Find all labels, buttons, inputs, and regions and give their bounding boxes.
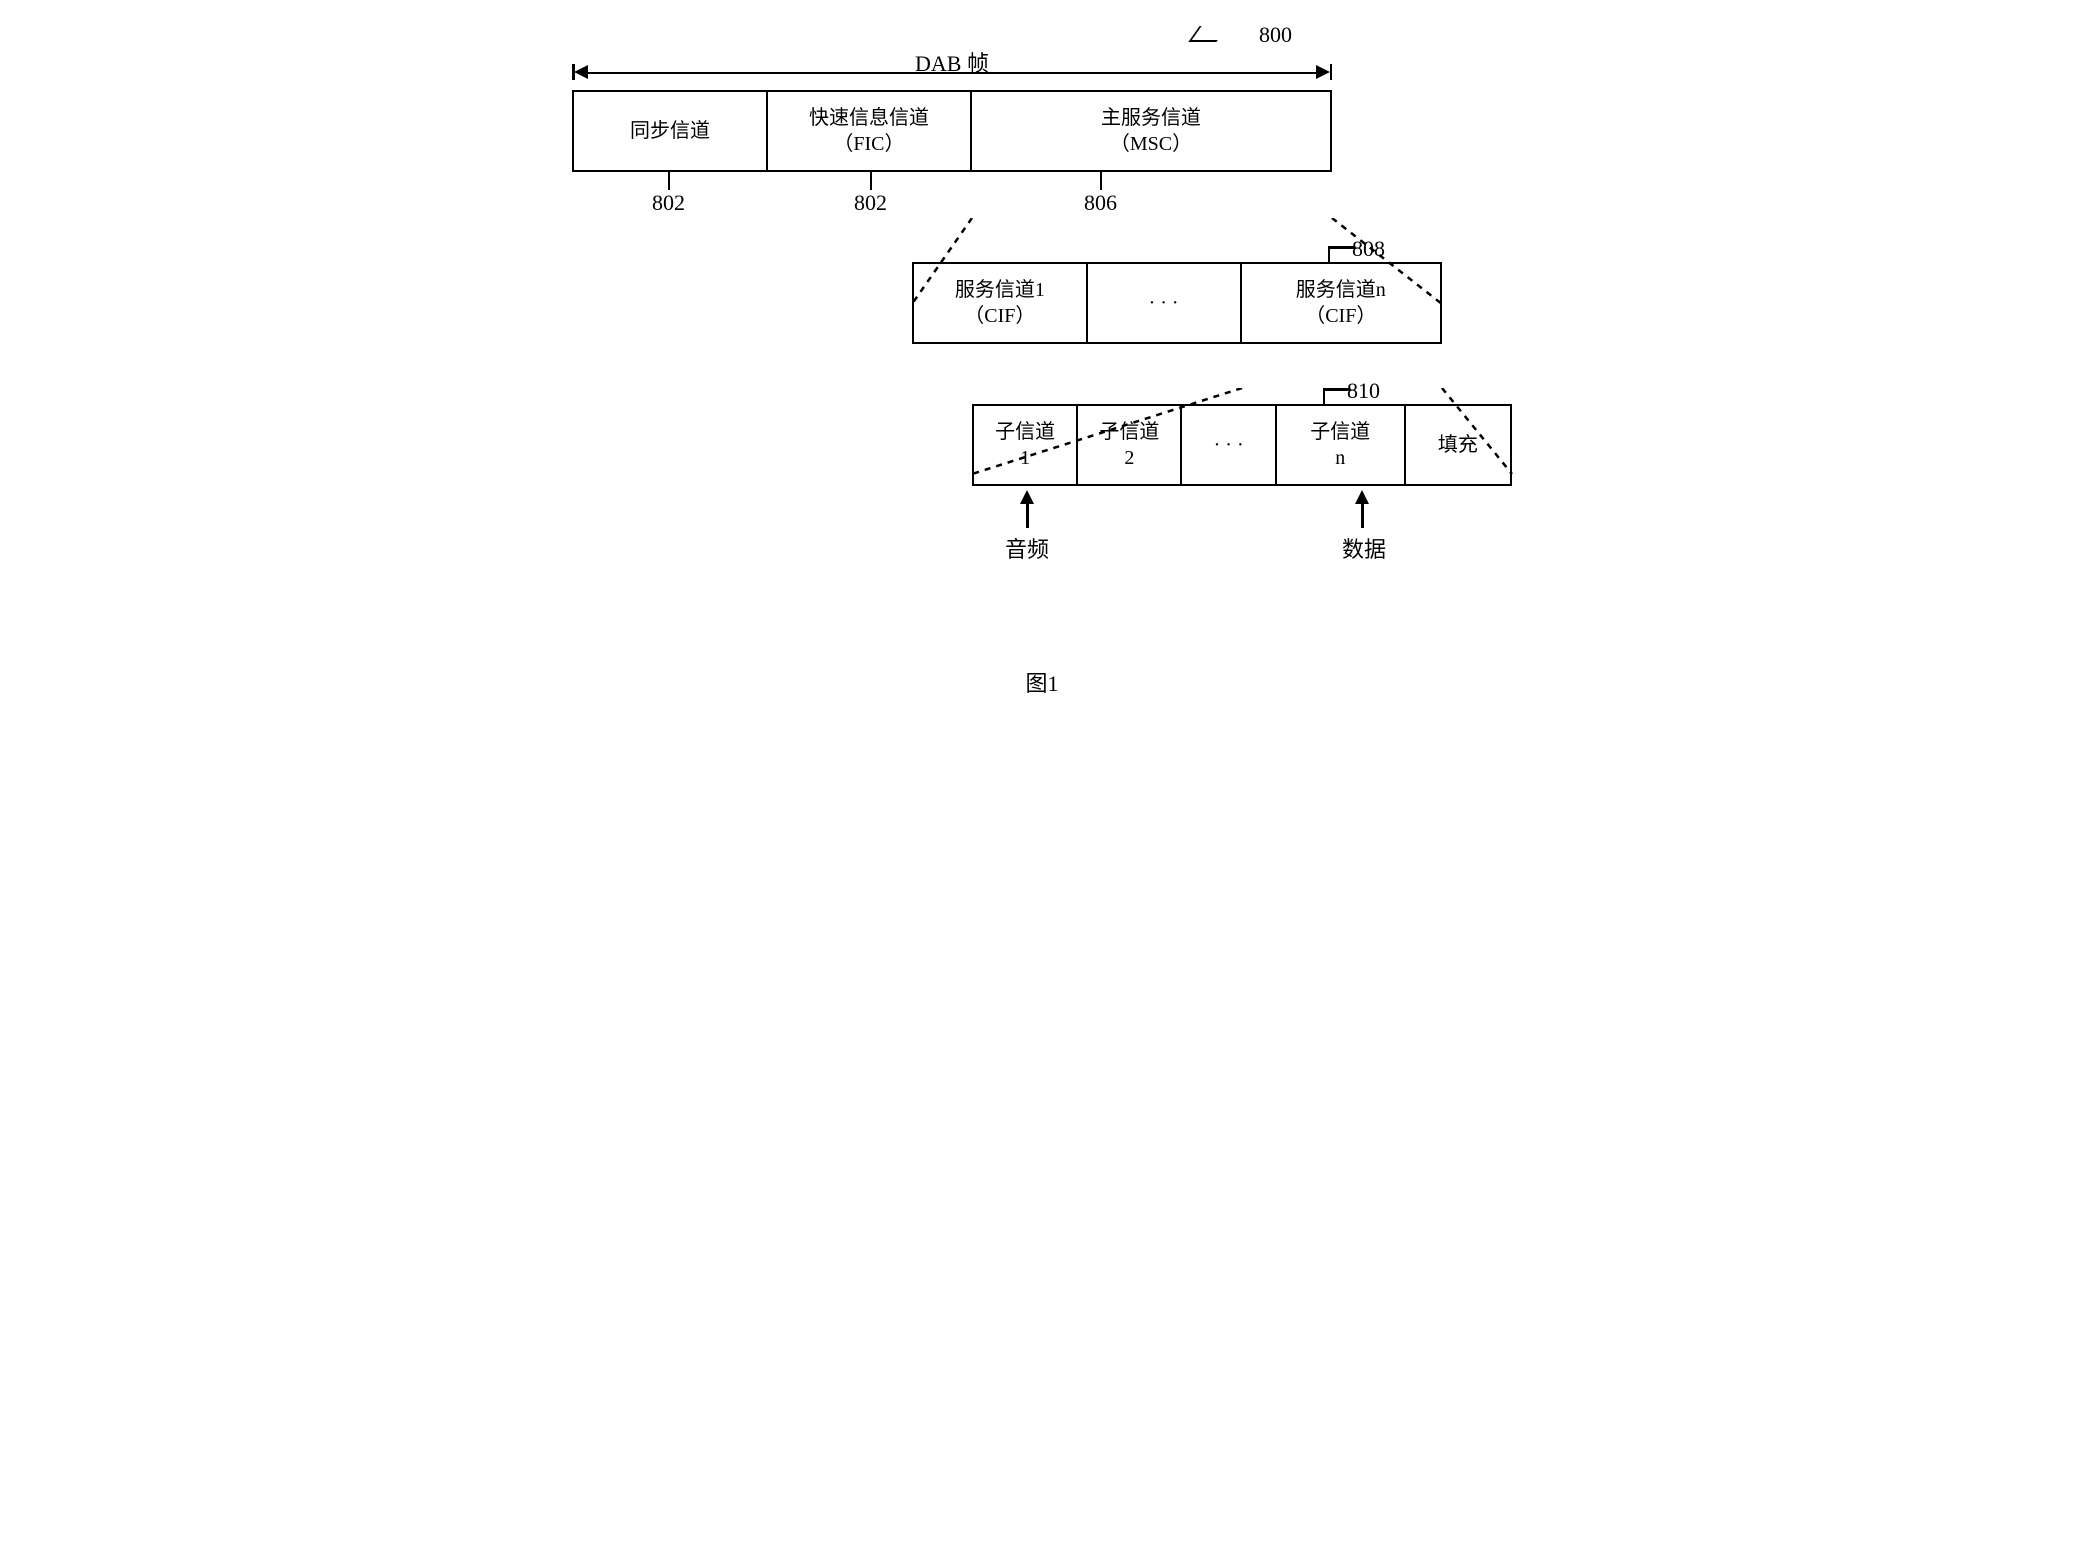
msc-cell: 主服务信道 （MSC） — [972, 92, 1330, 170]
ref-802a: 802 — [652, 190, 685, 216]
audio-arrow-stem — [1026, 502, 1029, 528]
cif-n-cell: 服务信道n （CIF） — [1242, 264, 1440, 342]
ref-810: 810 — [1347, 378, 1380, 404]
msc-text: 主服务信道 （MSC） — [1101, 105, 1201, 157]
dab-frame-diagram: 800 DAB 帧 同步信道 快速信息信道 （FIC） 主服务信道 （MSC） … — [542, 40, 1542, 698]
subch-n-text: 子信道 n — [1310, 419, 1370, 471]
cif-1-text: 服务信道1 （CIF） — [955, 277, 1045, 329]
ref-808-leader-h — [1329, 246, 1355, 249]
subch-1-text: 子信道 1 — [995, 419, 1055, 471]
cif-1-cell: 服务信道1 （CIF） — [914, 264, 1088, 342]
padding-cell: 填充 — [1406, 406, 1510, 484]
subch-2-cell: 子信道 2 — [1078, 406, 1182, 484]
row1-leaders: 802 802 806 — [572, 172, 1332, 202]
cif-row: 808 服务信道1 （CIF） · · · 服务信道n （CIF） — [912, 262, 1442, 344]
subchannel-row: 810 子信道 1 子信道 2 · · · 子信道 n 填充 — [972, 404, 1512, 486]
dab-frame-row: 同步信道 快速信息信道 （FIC） 主服务信道 （MSC） — [572, 90, 1332, 172]
subch-ellipsis: · · · — [1214, 432, 1244, 458]
cif-n-text: 服务信道n （CIF） — [1296, 277, 1386, 329]
data-label: 数据 — [1342, 532, 1386, 564]
subch-2-text: 子信道 2 — [1099, 419, 1159, 471]
cif-ellipsis-cell: · · · — [1088, 264, 1242, 342]
sync-channel-cell: 同步信道 — [574, 92, 768, 170]
subch-ellipsis-cell: · · · — [1182, 406, 1276, 484]
ref-800: 800 — [1259, 22, 1292, 48]
ref-800-leader — [1188, 26, 1227, 42]
fic-cell: 快速信息信道 （FIC） — [768, 92, 972, 170]
subch-1-cell: 子信道 1 — [974, 406, 1078, 484]
data-arrow-stem — [1361, 502, 1364, 528]
padding-text: 填充 — [1438, 432, 1478, 458]
sync-channel-text: 同步信道 — [630, 118, 710, 144]
figure-caption: 图1 — [542, 666, 1542, 698]
ref-810-leader-h — [1324, 388, 1350, 391]
ref-808: 808 — [1352, 236, 1385, 262]
cif-ellipsis: · · · — [1149, 290, 1179, 316]
ref-806: 806 — [1084, 190, 1117, 216]
subch-n-cell: 子信道 n — [1277, 406, 1406, 484]
frame-span-header: 800 DAB 帧 — [572, 40, 1332, 90]
fic-text: 快速信息信道 （FIC） — [809, 105, 929, 157]
row3-arrows: 音频 数据 — [542, 486, 1542, 556]
ref-802b: 802 — [854, 190, 887, 216]
audio-label: 音频 — [1005, 532, 1049, 564]
